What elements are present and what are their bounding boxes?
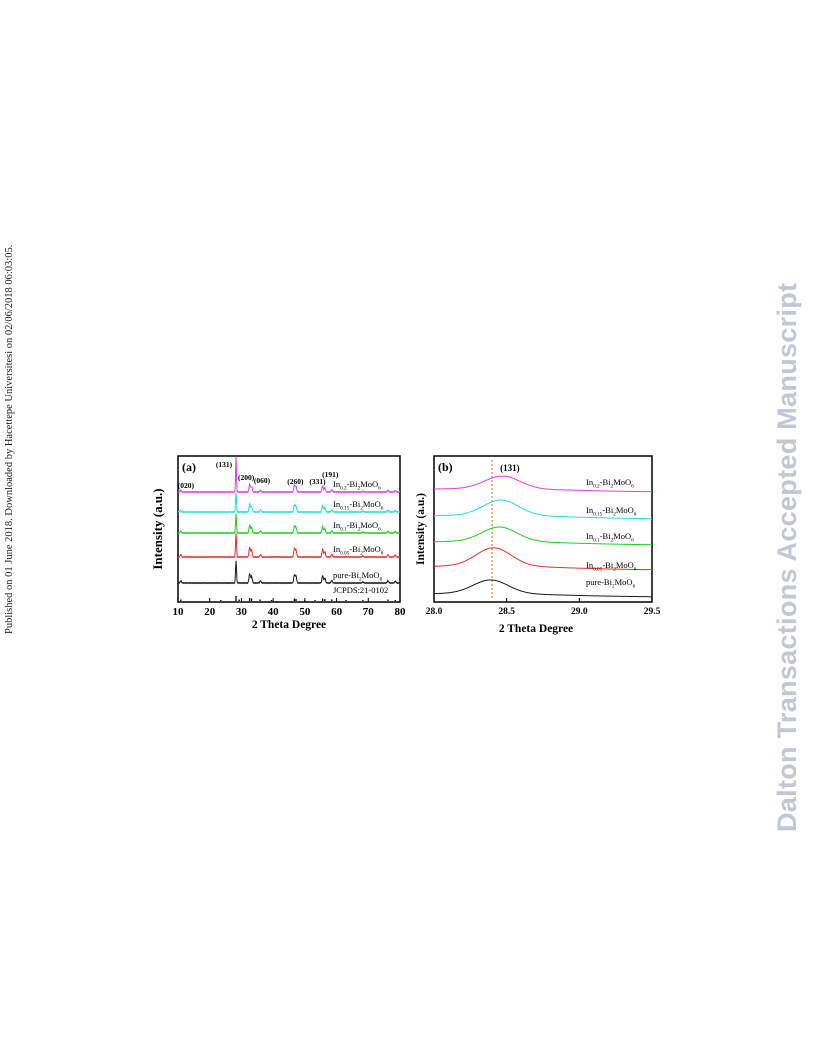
panel-b-frame [433, 455, 653, 603]
panel-a-series-label: In0.15​-Bi2​MoO6​ [333, 499, 384, 512]
panel-a-peak-label: (020) [178, 481, 195, 490]
panel-b-series-line [433, 526, 653, 546]
panel-a-series-label: In0.05​-Bi2​MoO6​ [333, 544, 384, 557]
panel-a-frame [177, 455, 401, 603]
panel-a-peak-label: (331) [309, 477, 326, 486]
panel-b-series: (131) pure-Bi2​MoO6​ In0.05​-Bi2​MoO6​ In0.… [433, 460, 653, 600]
panel-a-series: pure-Bi2​MoO6​ In0.05​-Bi2​MoO6​ In0.1​-Bi… [177, 456, 401, 585]
panel-b-tick-label: 29.0 [571, 607, 588, 617]
panel-b-xlabel: 2 Theta Degree [499, 623, 573, 635]
panel-b-xticks: 28.0 28.5 29.0 29.5 [426, 598, 661, 617]
panel-b-ylabel: Intensity (a.u.) [415, 493, 427, 565]
panel-b-tick-label: 28.5 [498, 607, 515, 617]
panel-a-tick-label: 60 [331, 606, 343, 618]
panel-b-series-line [433, 547, 653, 571]
panel-a-xlabel: 2 Theta Degree [252, 619, 326, 631]
panel-a-tick-label: 70 [363, 606, 375, 618]
panel-a-tick-label: 50 [299, 606, 311, 618]
panel-a-peak-label: (191) [322, 470, 339, 479]
panel-a-tick-label: 40 [268, 606, 280, 618]
panel-a-tick-label: 80 [395, 606, 407, 618]
panel-a-series-label: pure-Bi2​MoO6​ [333, 570, 383, 583]
panel-b-label: (b) [438, 460, 453, 474]
panel-b-tick-label: 29.5 [644, 607, 661, 617]
panel-a-series-line [177, 456, 401, 494]
panel-a-reference: JCPDS:21-0102 [180, 585, 396, 601]
panel-a-tick-label: 30 [236, 606, 248, 618]
panel-a-peak-label: (131) [216, 460, 233, 469]
panel-a-label: (a) [182, 460, 196, 474]
panel-b-series-label: In0.2​-Bi2​MoO6​ [586, 477, 634, 490]
panel-a-reference-label: JCPDS:21-0102 [333, 585, 388, 595]
panel-a-series-line [177, 533, 401, 559]
panel-a-ylabel: Intensity (a.u.) [150, 488, 165, 569]
panel-a-xticks: 10 20 30 40 50 60 70 80 [173, 598, 407, 618]
panel-b-series-label: In0.1​-Bi2​MoO6​ [586, 531, 634, 544]
panel-a-series-label: In0.1​-Bi2​MoO6​ [333, 520, 381, 533]
panel-b-series-label: pure-Bi2​MoO6​ [586, 577, 636, 590]
panel-b-series-label: In0.15​-Bi2​MoO6​ [586, 505, 637, 518]
panel-a-peak-label: (200) [238, 473, 255, 482]
panel-a-peak-labels: (020) (131) (200) (060) (260) (331)(191) [178, 460, 339, 490]
panel-a-series-label: In0.2​-Bi2​MoO6​ [333, 479, 381, 492]
panel-a-peak-label: (260) [287, 477, 304, 486]
panel-b-series-line [433, 499, 653, 520]
panel-b-series-line [433, 475, 653, 493]
panel-a-chart: (a) 2 Theta Degree Intensity (a.u.) 10 20… [150, 455, 407, 631]
panel-b-tick-label: 28.0 [426, 607, 443, 617]
panel-a-peak-label: (060) [254, 476, 271, 485]
panel-b-annotation: (131) [500, 463, 519, 473]
panel-a-series-line [177, 493, 401, 514]
panel-a-series-line [177, 513, 401, 535]
panel-b-series-line [433, 579, 652, 598]
panel-a-tick-label: 20 [204, 606, 216, 618]
panel-b-chart: (b) 2 Theta Degree Intensity (a.u.) 28.0… [415, 455, 661, 635]
panel-b-series-label: In0.05​-Bi2​MoO6​ [586, 560, 637, 573]
panel-a-series-line [177, 560, 401, 585]
panel-a-tick-label: 10 [173, 606, 185, 618]
